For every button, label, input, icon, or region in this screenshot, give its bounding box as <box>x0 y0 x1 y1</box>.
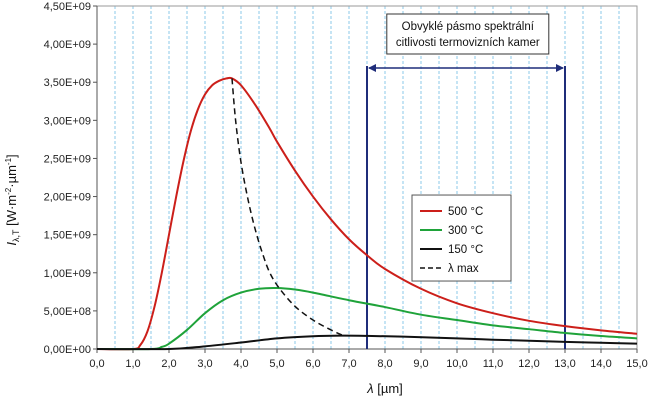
axes-layer: 0,0 1,0 2,0 3,0 4,0 5,0 6,0 7,0 8,0 9,0 10,0 11,0 12… <box>44 1 648 370</box>
x-tick-label: 2,0 <box>161 358 176 370</box>
series-lambda-max-line <box>231 78 344 337</box>
y-tick-label: 1,00E+09 <box>44 268 91 280</box>
series-layer <box>96 76 638 351</box>
band-layer: Obvyklé pásmo spektrální citlivosti termo… <box>366 13 566 349</box>
y-tick-label: 2,50E+09 <box>44 153 91 165</box>
x-tick-label: 6,0 <box>305 358 320 370</box>
legend-label: 300 °C <box>448 225 483 237</box>
x-tick-label: 7,0 <box>341 358 356 370</box>
series-150c-line <box>96 334 638 351</box>
legend-label: 150 °C <box>448 244 483 256</box>
band-label-box <box>386 13 550 55</box>
y-tick-label: 2,00E+09 <box>44 192 91 204</box>
legend-item-300c: 300 °C <box>420 225 483 237</box>
x-tick-label: 1,0 <box>125 358 140 370</box>
y-tick-label: 4,50E+09 <box>44 1 91 13</box>
legend-item-lambda-max: λ max <box>420 263 479 275</box>
x-tick-label: 0,0 <box>89 358 104 370</box>
y-tick-label: 4,00E+09 <box>44 39 91 51</box>
x-tick-label: 4,0 <box>233 358 248 370</box>
y-tick-label: 0,00E+00 <box>44 344 91 356</box>
grid-layer <box>114 6 620 349</box>
legend-item-500c: 500 °C <box>420 206 483 218</box>
legend-label: λ max <box>448 263 479 275</box>
x-tick-label: 5,0 <box>269 358 284 370</box>
x-tick-label: 8,0 <box>377 358 392 370</box>
x-tick-label: 3,0 <box>197 358 212 370</box>
x-tick-label: 9,0 <box>413 358 428 370</box>
band-arrow-left-head <box>368 64 376 72</box>
series-500c-line <box>96 76 638 351</box>
band-arrow-right-head <box>556 64 564 72</box>
x-tick-label: 13,0 <box>554 358 575 370</box>
x-tick-label: 10,0 <box>446 358 467 370</box>
y-tick-label: 5,00E+08 <box>44 306 91 318</box>
x-tick-label: 11,0 <box>483 358 504 370</box>
legend: 500 °C 300 °C 150 °C λ max <box>411 194 512 282</box>
legend-box <box>411 194 512 282</box>
legend-item-150c: 150 °C <box>420 244 483 256</box>
y-tick-label: 3,50E+09 <box>44 77 91 89</box>
series-300c-line <box>96 286 638 351</box>
band-label-line2: citlivosti termovizních kamer <box>396 37 540 49</box>
x-axis-label: λ [µm] <box>366 381 403 396</box>
y-tick-label: 1,50E+09 <box>44 230 91 242</box>
x-tick-label: 15,0 <box>626 358 647 370</box>
y-axis-label: Iλ,T [W·m-2·µm-1] <box>4 154 21 245</box>
x-tick-label: 12,0 <box>518 358 539 370</box>
x-tick-label: 14,0 <box>590 358 611 370</box>
band-label-line1: Obvyklé pásmo spektrální <box>402 21 535 33</box>
y-tick-label: 3,00E+09 <box>44 115 91 127</box>
legend-label: 500 °C <box>448 206 483 218</box>
